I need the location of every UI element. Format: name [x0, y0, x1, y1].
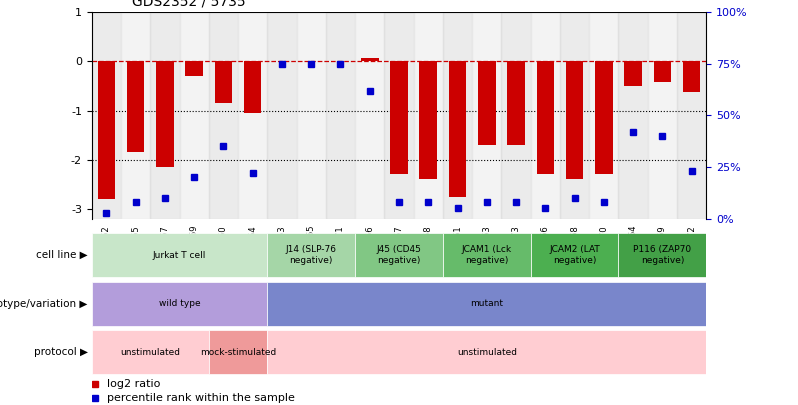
Bar — [413, 12, 443, 219]
Bar — [448, 61, 466, 196]
Bar — [92, 282, 267, 326]
Bar — [536, 61, 554, 175]
Text: wild type: wild type — [159, 299, 200, 308]
Bar — [566, 61, 583, 179]
Text: unstimulated: unstimulated — [456, 348, 517, 357]
Bar — [472, 12, 501, 219]
Bar — [531, 233, 618, 277]
Bar — [92, 12, 121, 219]
Bar — [618, 12, 648, 219]
Bar — [209, 330, 267, 374]
Text: J14 (SLP-76
negative): J14 (SLP-76 negative) — [286, 245, 337, 265]
Bar — [185, 61, 203, 76]
Text: mutant: mutant — [470, 299, 504, 308]
Text: GDS2352 / 5735: GDS2352 / 5735 — [132, 0, 245, 8]
Bar — [443, 12, 472, 219]
Bar — [361, 58, 378, 61]
Bar — [385, 12, 413, 219]
Text: unstimulated: unstimulated — [120, 348, 180, 357]
Bar — [267, 233, 355, 277]
Bar — [355, 233, 443, 277]
Bar — [677, 12, 706, 219]
Bar — [355, 12, 385, 219]
Text: Jurkat T cell: Jurkat T cell — [153, 251, 206, 260]
Bar — [121, 12, 150, 219]
Text: JCAM2 (LAT
negative): JCAM2 (LAT negative) — [549, 245, 600, 265]
Text: protocol ▶: protocol ▶ — [34, 347, 88, 357]
Bar — [648, 12, 677, 219]
Bar — [683, 61, 701, 92]
Bar — [501, 12, 531, 219]
Bar — [150, 12, 180, 219]
Bar — [92, 233, 267, 277]
Bar — [127, 61, 144, 152]
Text: P116 (ZAP70
negative): P116 (ZAP70 negative) — [634, 245, 691, 265]
Bar — [326, 12, 355, 219]
Bar — [180, 12, 209, 219]
Bar — [244, 61, 262, 113]
Bar — [209, 12, 238, 219]
Text: J45 (CD45
negative): J45 (CD45 negative) — [377, 245, 421, 265]
Text: log2 ratio: log2 ratio — [107, 379, 160, 389]
Bar — [654, 61, 671, 82]
Bar — [97, 61, 115, 199]
Bar — [267, 12, 297, 219]
Bar — [92, 330, 209, 374]
Text: mock-stimulated: mock-stimulated — [200, 348, 276, 357]
Bar — [531, 12, 560, 219]
Text: JCAM1 (Lck
negative): JCAM1 (Lck negative) — [462, 245, 512, 265]
Bar — [215, 61, 232, 103]
Bar — [420, 61, 437, 179]
Text: genotype/variation ▶: genotype/variation ▶ — [0, 299, 88, 309]
Bar — [390, 61, 408, 175]
Bar — [156, 61, 174, 167]
Bar — [267, 282, 706, 326]
Bar — [238, 12, 267, 219]
Bar — [595, 61, 613, 175]
Bar — [478, 61, 496, 145]
Bar — [443, 233, 531, 277]
Bar — [560, 12, 589, 219]
Text: percentile rank within the sample: percentile rank within the sample — [107, 393, 295, 403]
Bar — [589, 12, 618, 219]
Bar — [267, 330, 706, 374]
Bar — [624, 61, 642, 86]
Bar — [297, 12, 326, 219]
Bar — [508, 61, 525, 145]
Bar — [618, 233, 706, 277]
Text: cell line ▶: cell line ▶ — [36, 250, 88, 260]
